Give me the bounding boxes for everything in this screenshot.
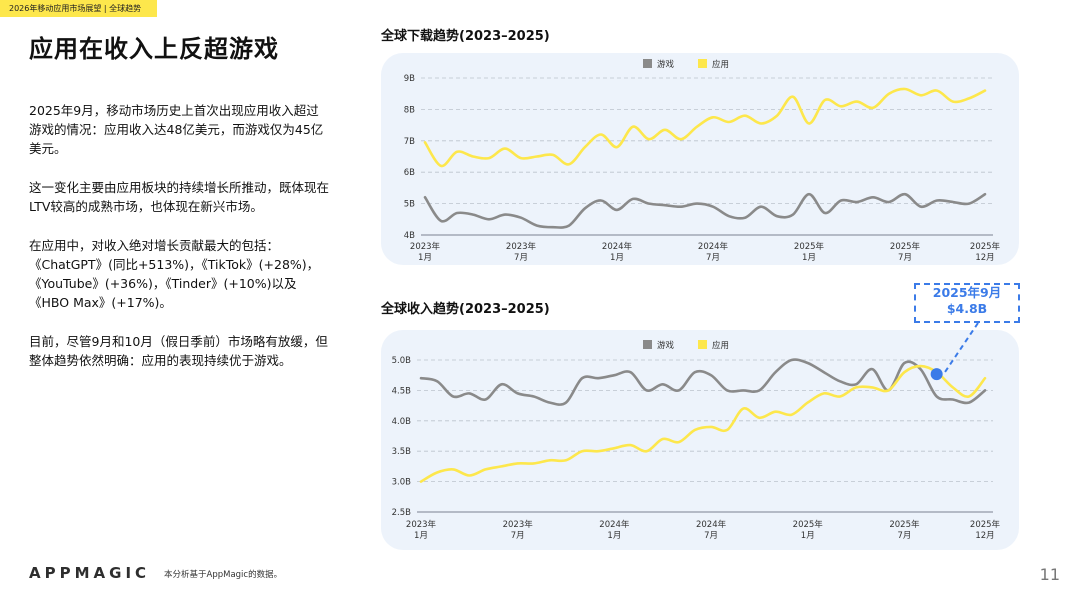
page-title: 应用在收入上反超游戏 bbox=[29, 35, 279, 63]
downloads-x-tick-year: 2023年 bbox=[506, 241, 537, 252]
revenue-x-tick-month: 12月 bbox=[975, 531, 994, 541]
downloads-legend-swatch bbox=[643, 59, 652, 68]
downloads-y-tick-label: 8B bbox=[404, 105, 415, 115]
downloads-chart: 4B5B6B7B8B9B2023年1月2023年7月2024年1月2024年7月… bbox=[404, 59, 1001, 263]
body-text: 2025年9月，移动市场历史上首次出现应用收入超过游戏的情况：应用收入达48亿美… bbox=[29, 101, 329, 390]
downloads-series-apps-line bbox=[423, 87, 987, 168]
appmagic-logo: APPMAGIC bbox=[29, 564, 151, 582]
downloads-series-games-line bbox=[423, 192, 987, 229]
revenue-x-tick-month: 1月 bbox=[801, 531, 815, 541]
revenue-y-tick-label: 3.5B bbox=[392, 447, 412, 457]
downloads-x-tick-month: 1月 bbox=[802, 253, 816, 263]
revenue-chart: 2.5B3.0B3.5B4.0B4.5B5.0B2023年1月2023年7月20… bbox=[392, 340, 1001, 541]
revenue-y-tick-label: 4.5B bbox=[392, 386, 412, 396]
revenue-y-tick-label: 2.5B bbox=[392, 508, 412, 518]
revenue-y-tick-label: 5.0B bbox=[392, 356, 412, 366]
downloads-chart-title: 全球下载趋势(2023–2025) bbox=[381, 29, 550, 44]
downloads-x-tick-year: 2025年 bbox=[794, 241, 825, 252]
revenue-x-tick-month: 7月 bbox=[897, 531, 911, 541]
section-tag: 2026年移动应用市场展望 | 全球趋势 bbox=[0, 0, 157, 17]
downloads-legend-swatch bbox=[698, 59, 707, 68]
revenue-x-tick-year: 2025年 bbox=[970, 519, 1001, 530]
downloads-x-tick-year: 2025年 bbox=[970, 241, 1001, 252]
revenue-y-tick-label: 3.0B bbox=[392, 478, 412, 488]
downloads-x-tick-month: 1月 bbox=[418, 253, 432, 263]
revenue-highlight-point bbox=[930, 368, 943, 381]
revenue-legend-label: 应用 bbox=[712, 340, 729, 351]
revenue-x-tick-month: 7月 bbox=[511, 531, 525, 541]
revenue-x-tick-year: 2025年 bbox=[793, 519, 824, 530]
paragraph-4: 目前，尽管9月和10月（假日季前）市场略有放缓，但整体趋势依然明确：应用的表现持… bbox=[29, 334, 328, 368]
downloads-y-tick-label: 7B bbox=[404, 137, 415, 147]
callout-value: $4.8B bbox=[946, 301, 988, 316]
callout-date: 2025年9月 bbox=[932, 285, 1002, 300]
highlight-callout: 2025年9月 $4.8B bbox=[914, 283, 1020, 323]
page-number: 11 bbox=[1039, 565, 1060, 584]
revenue-x-tick-year: 2023年 bbox=[503, 519, 534, 530]
downloads-x-tick-month: 7月 bbox=[706, 253, 720, 263]
revenue-legend-label: 游戏 bbox=[657, 340, 675, 351]
paragraph-3: 在应用中，对收入绝对增长贡献最大的包括：《ChatGPT》(同比+513%)，《… bbox=[29, 238, 320, 310]
downloads-x-tick-month: 12月 bbox=[975, 253, 994, 263]
downloads-y-tick-label: 6B bbox=[404, 168, 415, 178]
downloads-y-tick-label: 5B bbox=[404, 200, 415, 210]
downloads-x-tick-month: 7月 bbox=[514, 253, 528, 263]
downloads-x-tick-year: 2023年 bbox=[410, 241, 441, 252]
revenue-x-tick-month: 1月 bbox=[414, 531, 428, 541]
revenue-y-tick-label: 4.0B bbox=[392, 417, 412, 427]
revenue-series-games-line bbox=[419, 358, 987, 406]
revenue-x-tick-month: 7月 bbox=[704, 531, 718, 541]
revenue-legend-swatch bbox=[698, 340, 707, 349]
revenue-x-tick-year: 2024年 bbox=[599, 519, 630, 530]
downloads-y-tick-label: 9B bbox=[404, 74, 415, 84]
paragraph-2: 这一变化主要由应用板块的持续增长所推动，既体现在LTV较高的成熟市场，也体现在新… bbox=[29, 180, 330, 214]
downloads-x-tick-year: 2024年 bbox=[602, 241, 633, 252]
revenue-series-apps-line bbox=[419, 364, 987, 483]
downloads-legend-label: 应用 bbox=[712, 59, 729, 70]
downloads-legend-label: 游戏 bbox=[657, 59, 675, 70]
revenue-x-tick-year: 2024年 bbox=[696, 519, 727, 530]
downloads-x-tick-year: 2024年 bbox=[698, 241, 729, 252]
downloads-y-tick-label: 4B bbox=[404, 231, 415, 241]
revenue-chart-title: 全球收入趋势(2023–2025) bbox=[381, 302, 550, 317]
revenue-legend-swatch bbox=[643, 340, 652, 349]
revenue-x-tick-year: 2025年 bbox=[889, 519, 920, 530]
downloads-x-tick-year: 2025年 bbox=[890, 241, 921, 252]
paragraph-1: 2025年9月，移动市场历史上首次出现应用收入超过游戏的情况：应用收入达48亿美… bbox=[29, 103, 324, 156]
footer-note: 本分析基于AppMagic的数据。 bbox=[164, 570, 283, 580]
revenue-x-tick-month: 1月 bbox=[607, 531, 621, 541]
downloads-x-tick-month: 1月 bbox=[610, 253, 624, 263]
revenue-x-tick-year: 2023年 bbox=[406, 519, 437, 530]
downloads-x-tick-month: 7月 bbox=[898, 253, 912, 263]
